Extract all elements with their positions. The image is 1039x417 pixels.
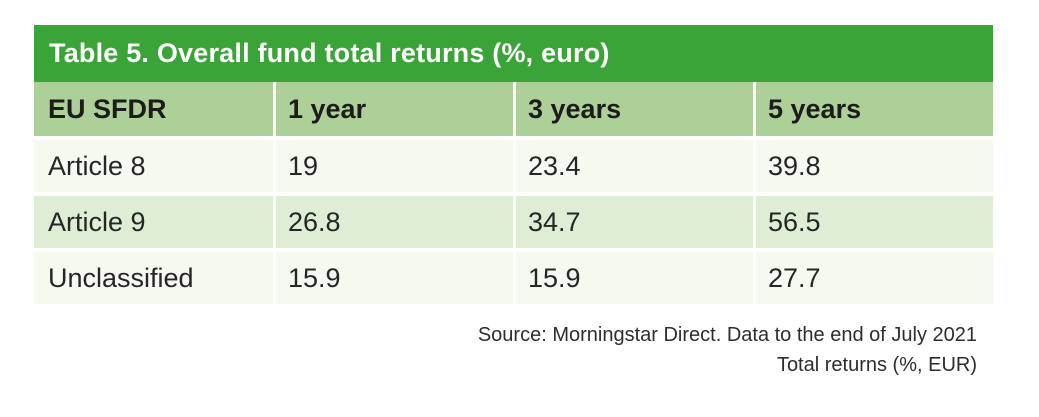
value-cell: 15.9 xyxy=(273,252,513,304)
header-cell-5-years: 5 years xyxy=(753,82,993,136)
table-row-article-9: Article 9 26.8 34.7 56.5 xyxy=(34,192,993,248)
row-label: Article 8 xyxy=(34,140,273,192)
value-cell: 15.9 xyxy=(513,252,753,304)
value-cell: 19 xyxy=(273,140,513,192)
header-cell-1-year: 1 year xyxy=(273,82,513,136)
value-cell: 39.8 xyxy=(753,140,993,192)
row-label: Article 9 xyxy=(34,196,273,248)
returns-table: Table 5. Overall fund total returns (%, … xyxy=(34,25,993,304)
table-row-unclassified: Unclassified 15.9 15.9 27.7 xyxy=(34,248,993,304)
table-title: Table 5. Overall fund total returns (%, … xyxy=(49,38,610,68)
value-cell: 23.4 xyxy=(513,140,753,192)
source-line: Source: Morningstar Direct. Data to the … xyxy=(477,324,977,346)
table-row-article-8: Article 8 19 23.4 39.8 xyxy=(34,136,993,192)
header-cell-3-years: 3 years xyxy=(513,82,753,136)
row-label: Unclassified xyxy=(34,252,273,304)
note-line: Total returns (%, EUR) xyxy=(776,354,977,376)
table-header-row: EU SFDR 1 year 3 years 5 years xyxy=(34,82,993,136)
table-title-bar: Table 5. Overall fund total returns (%, … xyxy=(34,25,993,82)
header-cell-eu-sfdr: EU SFDR xyxy=(34,82,273,136)
value-cell: 56.5 xyxy=(753,196,993,248)
value-cell: 34.7 xyxy=(513,196,753,248)
value-cell: 26.8 xyxy=(273,196,513,248)
table-footer: Source: Morningstar Direct. Data to the … xyxy=(478,320,977,380)
value-cell: 27.7 xyxy=(753,252,993,304)
